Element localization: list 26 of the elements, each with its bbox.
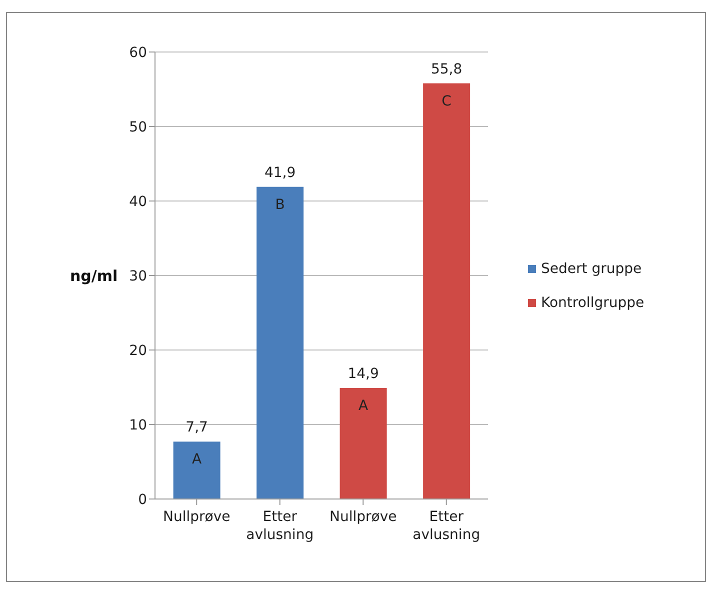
x-tick-label: Etter avlusning [412, 509, 480, 543]
data-label: 55,8 [430, 61, 462, 78]
annotation: A [192, 452, 202, 468]
bar [423, 83, 470, 499]
x-tick-label: Nullprøve [330, 509, 397, 525]
data-label: 14,9 [348, 366, 379, 382]
annotation: A [358, 398, 369, 414]
bar [173, 442, 220, 499]
y-tick-label: 50 [129, 119, 147, 136]
y-tick-label: 60 [129, 44, 147, 61]
y-tick-label: 30 [129, 268, 147, 284]
bar [340, 388, 387, 499]
bar [256, 186, 304, 499]
data-label: 41,9 [264, 164, 296, 181]
y-tick-label: 10 [129, 417, 147, 434]
x-tick-label: Etter avlusning [246, 509, 314, 543]
annotation: B [275, 196, 285, 213]
y-tick-label: 20 [129, 342, 147, 359]
data-label: 7,7 [186, 420, 208, 436]
y-tick-label: 40 [129, 194, 147, 210]
y-axis-title: ng/ml [70, 266, 118, 285]
x-tick-label: Nullprøve [163, 509, 230, 525]
y-tick-label: 0 [138, 492, 147, 508]
legend-label: Kontrollgruppe [541, 294, 644, 310]
annotation: C [442, 93, 452, 110]
legend-label: Sedert gruppe [541, 260, 642, 276]
